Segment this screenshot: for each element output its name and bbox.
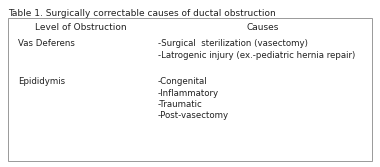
Text: -Traumatic: -Traumatic [158,100,202,109]
Text: -Inflammatory: -Inflammatory [158,89,219,98]
Text: -Congenital: -Congenital [158,77,207,86]
Text: Table 1. Surgically correctable causes of ductal obstruction: Table 1. Surgically correctable causes o… [8,9,276,18]
Text: -Post-vasectomy: -Post-vasectomy [158,112,229,121]
Text: Level of Obstruction: Level of Obstruction [35,23,127,32]
Text: -Latrogenic injury (ex.-pediatric hernia repair): -Latrogenic injury (ex.-pediatric hernia… [158,50,355,59]
Text: Epididymis: Epididymis [18,77,65,86]
Bar [8,18,372,161]
Text: -Surgical  sterilization (vasectomy): -Surgical sterilization (vasectomy) [158,39,307,48]
Text: Causes: Causes [247,23,279,32]
Text: Vas Deferens: Vas Deferens [18,39,75,48]
